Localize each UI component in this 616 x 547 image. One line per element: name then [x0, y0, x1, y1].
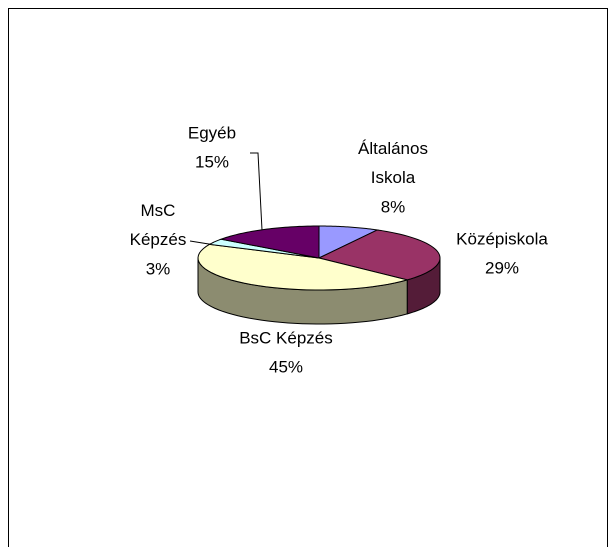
slice	[318, 225, 379, 259]
value-label: 3%	[146, 259, 171, 278]
slice-label: Általános Iskola	[358, 139, 428, 187]
chart-frame	[8, 8, 608, 547]
value-label: 29%	[485, 258, 519, 277]
leader-line	[250, 152, 263, 231]
slice	[317, 229, 441, 281]
value-label: 45%	[269, 357, 303, 376]
label-line: Képzés	[130, 230, 187, 249]
slice-label: Középiskola	[456, 229, 548, 248]
slice-label: MsC Képzés	[130, 201, 187, 249]
slice	[219, 225, 320, 259]
value-label: 8%	[381, 197, 406, 216]
slice-label: Egyéb	[188, 123, 236, 142]
label-line: Általános	[358, 139, 428, 158]
label-line: Iskola	[371, 168, 416, 187]
slice-label: BsC Képzés	[239, 328, 333, 347]
slice	[207, 238, 320, 259]
value-label: 15%	[195, 152, 229, 171]
slice	[197, 243, 408, 291]
label-line: MsC	[141, 201, 176, 220]
